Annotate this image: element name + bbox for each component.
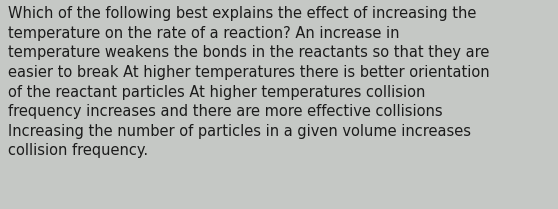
Text: Which of the following best explains the effect of increasing the
temperature on: Which of the following best explains the… [8, 6, 489, 158]
